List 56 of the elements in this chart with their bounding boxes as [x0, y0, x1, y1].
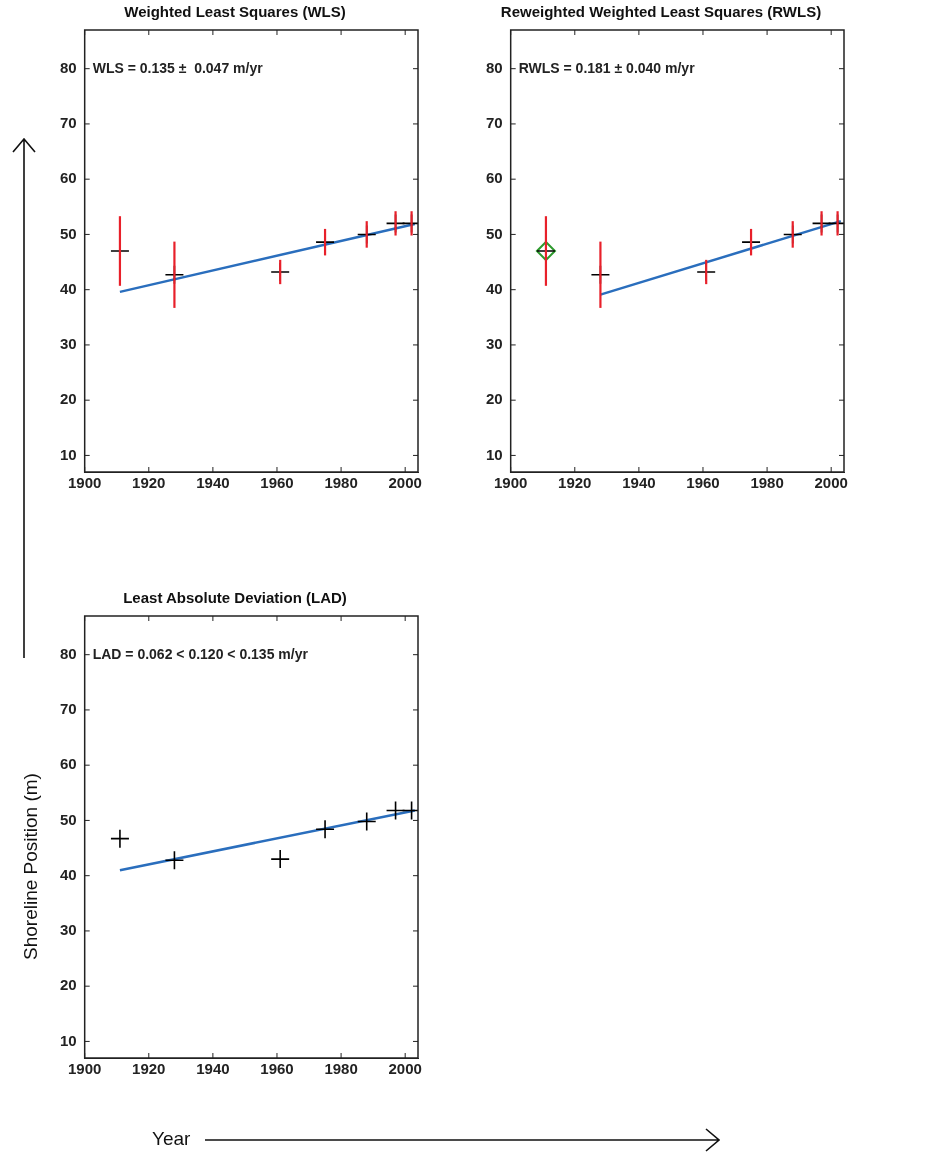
y-tick-label: 40 [60, 865, 77, 883]
x-tick-label: 1900 [68, 474, 102, 492]
y-tick-label: 10 [486, 445, 503, 463]
y-tick-label: 80 [60, 644, 77, 662]
point [270, 849, 290, 869]
x-tick-label: 1980 [324, 474, 358, 492]
y-tick-label: 70 [486, 114, 503, 132]
point [385, 800, 406, 821]
y-tick-label: 80 [486, 58, 503, 76]
y-tick-label: 50 [60, 810, 77, 828]
y-tick-label: 10 [60, 445, 77, 463]
point [315, 819, 335, 840]
x-tick-label: 1960 [260, 1060, 294, 1078]
chart-title: Reweighted Weighted Least Squares (RWLS) [500, 3, 822, 21]
point [356, 811, 377, 832]
x-tick-label: 1900 [68, 1060, 102, 1078]
x-tick-label: 1980 [324, 1060, 358, 1078]
y-tick-label: 10 [60, 1031, 77, 1049]
y-tick-label: 60 [486, 169, 503, 187]
y-tick-label: 70 [60, 114, 77, 132]
y-tick-label: 20 [60, 976, 77, 994]
annotation: RWLS = 0.181 ± 0.040 m/yr [518, 59, 696, 76]
x-tick-label: 1960 [686, 474, 720, 492]
annotation: WLS = 0.135 ± 0.047 m/yr [92, 59, 264, 76]
point [110, 828, 130, 849]
y-tick-label: 80 [60, 58, 77, 76]
y-tick-label: 30 [60, 921, 77, 939]
annotation: LAD = 0.062 < 0.120 < 0.135 m/yr [92, 645, 309, 662]
y-tick-label: 20 [486, 390, 503, 408]
x-tick-label: 1940 [196, 1060, 230, 1078]
y-tick-label: 20 [60, 390, 77, 408]
point [164, 850, 185, 871]
x-tick-label: 2000 [388, 1060, 422, 1078]
x-tick-label: 1920 [132, 474, 166, 492]
x-tick-label: 1920 [558, 474, 592, 492]
x-tick-label: 2000 [388, 474, 422, 492]
x-tick-label: 1920 [132, 1060, 166, 1078]
x-tick-label: 1900 [494, 474, 528, 492]
x-tick-label: 2000 [814, 474, 848, 492]
chart-title: Least Absolute Deviation (LAD) [123, 589, 347, 607]
y-axis-title: Shoreline Position (m) [20, 773, 42, 960]
y-tick-label: 30 [486, 335, 503, 353]
x-axis-title: Year [152, 1128, 191, 1150]
y-tick-label: 40 [60, 279, 77, 297]
y-tick-label: 60 [60, 755, 77, 773]
x-tick-label: 1980 [750, 474, 784, 492]
x-tick-label: 1960 [260, 474, 294, 492]
y-tick-label: 70 [60, 700, 77, 718]
y-tick-label: 30 [60, 335, 77, 353]
x-tick-label: 1940 [622, 474, 656, 492]
x-tick-label: 1940 [196, 474, 230, 492]
y-tick-label: 60 [60, 169, 77, 187]
y-tick-label: 50 [486, 224, 503, 242]
y-tick-label: 50 [60, 224, 77, 242]
chart-title: Weighted Least Squares (WLS) [124, 3, 346, 21]
y-tick-label: 40 [486, 279, 503, 297]
